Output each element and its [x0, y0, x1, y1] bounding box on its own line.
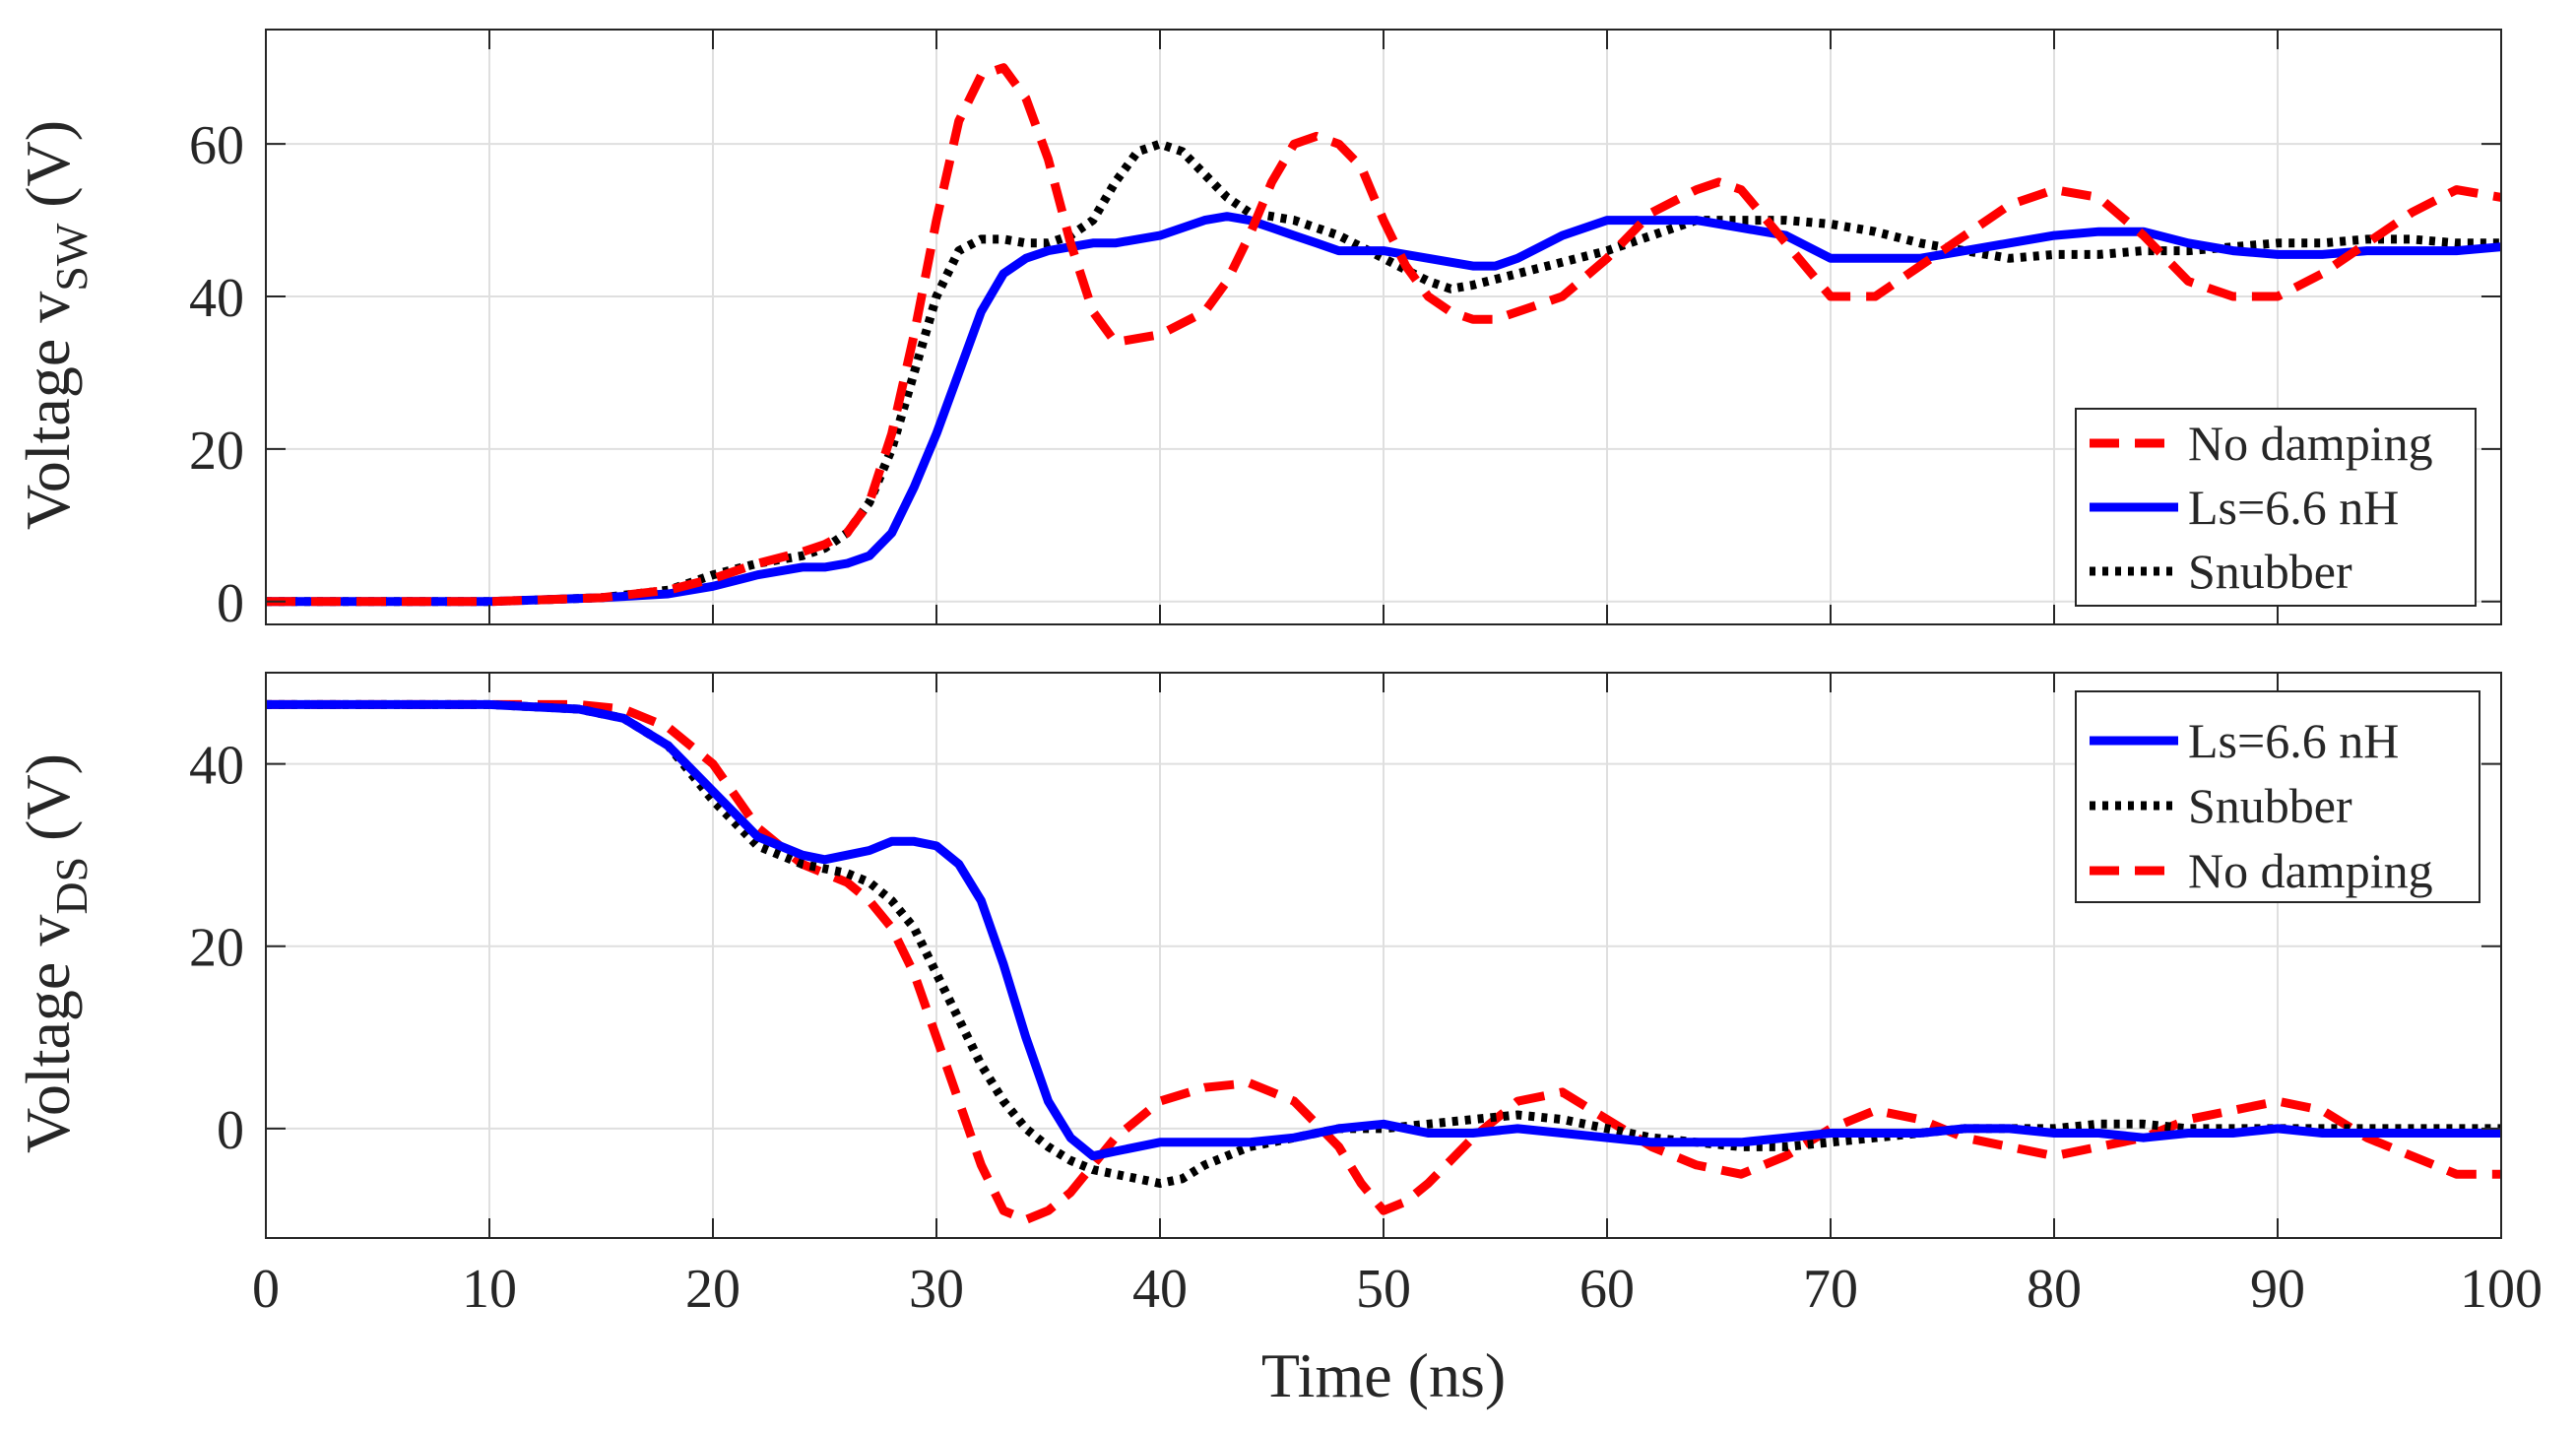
bottom-y-tick-label-40: 40 [189, 736, 244, 797]
bottom-y-tick-label-20: 20 [189, 918, 244, 979]
x-tick-label-20: 20 [685, 1259, 741, 1320]
x-tick-label-0: 0 [252, 1259, 280, 1320]
x-axis-label: Time (ns) [1261, 1340, 1506, 1410]
bottom-panel: 0 20 40 0 10 20 30 40 50 60 70 80 90 100 Voltage vDS … [13, 672, 2543, 1410]
top-legend-label-no-damping: No damping [2188, 416, 2433, 471]
top-y-tick-label-20: 20 [189, 421, 244, 482]
top-y-tick-label-40: 40 [189, 268, 244, 329]
top-series-group [266, 63, 2502, 607]
bottom-y-tick-label-0: 0 [217, 1100, 244, 1161]
bottom-legend-label-ls: Ls=6.6 nH [2188, 713, 2399, 768]
top-legend: No damping Ls=6.6 nH Snubber [2075, 408, 2477, 607]
bottom-legend-label-no-damping: No damping [2188, 843, 2433, 898]
top-panel: 0 20 40 60 Voltage vSW (V) No damping Ls=6.… [13, 29, 2502, 634]
top-series-ls-6-6-nh [266, 212, 2502, 607]
bottom-series-ls-6-6-nh [266, 699, 2501, 1161]
top-ticks: 0 20 40 60 [189, 30, 2502, 634]
top-grid [266, 30, 2501, 624]
bottom-legend-label-snubber: Snubber [2188, 778, 2352, 833]
top-legend-label-ls: Ls=6.6 nH [2188, 480, 2399, 535]
bottom-series-group [266, 699, 2501, 1224]
x-tick-label-70: 70 [1803, 1259, 1858, 1320]
x-tick-label-90: 90 [2250, 1259, 2305, 1320]
bottom-y-axis-label: Voltage vDS (V) [13, 753, 97, 1153]
x-tick-label-40: 40 [1132, 1259, 1188, 1320]
x-tick-label-100: 100 [2460, 1259, 2543, 1320]
top-legend-label-snubber: Snubber [2188, 544, 2352, 599]
bottom-series-no-damping [266, 699, 2501, 1224]
x-tick-label-60: 60 [1579, 1259, 1635, 1320]
x-tick-label-50: 50 [1356, 1259, 1411, 1320]
x-tick-label-10: 10 [462, 1259, 517, 1320]
top-y-tick-label-60: 60 [189, 115, 244, 176]
top-y-axis-label: Voltage vSW (V) [13, 120, 97, 530]
x-tick-label-30: 30 [909, 1259, 964, 1320]
bottom-legend: Ls=6.6 nH Snubber No damping [2075, 690, 2480, 903]
x-tick-label-80: 80 [2027, 1259, 2082, 1320]
bottom-ticks: 0 20 40 0 10 20 30 40 50 60 70 80 90 100 [189, 673, 2543, 1320]
top-y-tick-label-0: 0 [217, 573, 244, 634]
top-series-no-damping [266, 63, 2502, 607]
